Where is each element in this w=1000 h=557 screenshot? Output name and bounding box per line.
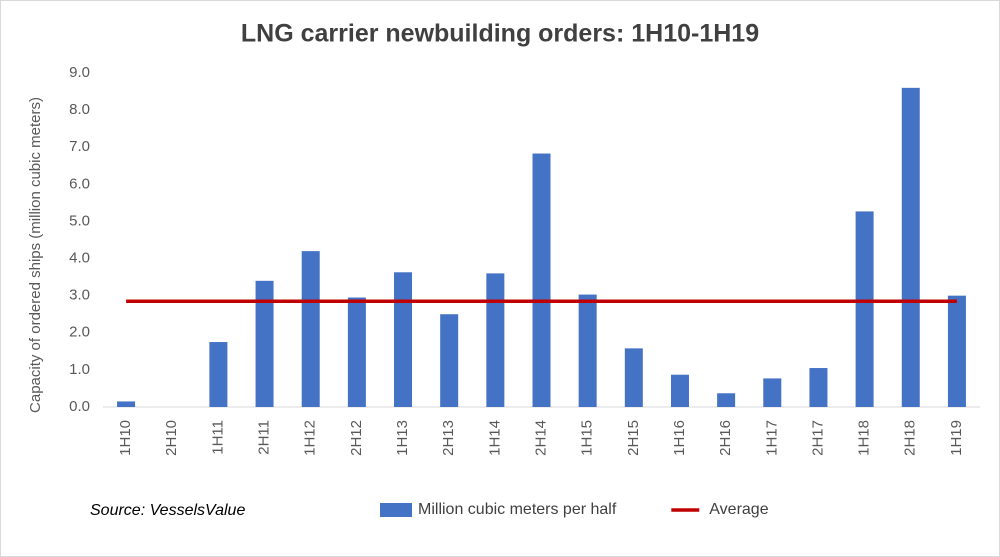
chart-title: LNG carrier newbuilding orders: 1H10-1H1…	[241, 20, 759, 48]
x-tick-label: 1H11	[209, 420, 226, 455]
source-note: Source: VesselsValue	[90, 502, 245, 519]
bar	[901, 87, 920, 407]
bar	[578, 294, 597, 407]
y-tick-label: 1.0	[69, 361, 90, 378]
bar	[947, 295, 966, 407]
x-tick-label: 2H10	[163, 420, 180, 456]
x-tick-label: 1H16	[671, 420, 688, 456]
bar	[347, 297, 366, 407]
bar	[255, 280, 274, 407]
y-tick-label: 7.0	[69, 138, 90, 155]
y-tick-label: 0.0	[69, 398, 90, 415]
x-tick-label: 1H18	[856, 420, 873, 456]
x-tick-label: 1H14	[486, 420, 503, 456]
x-tick-label: 2H15	[625, 420, 642, 456]
x-tick-label: 1H19	[948, 420, 965, 456]
x-tick-label: 2H17	[809, 420, 826, 456]
bar	[855, 211, 874, 407]
x-tick-label: 1H15	[579, 420, 596, 456]
bar	[763, 378, 782, 407]
bar	[717, 393, 736, 407]
bar	[809, 368, 828, 407]
x-tick-label: 1H13	[394, 420, 411, 456]
legend-swatch	[380, 503, 412, 517]
x-tick-label: 1H12	[302, 420, 319, 456]
legend-label: Average	[709, 501, 768, 518]
y-tick-label: 2.0	[69, 324, 90, 341]
y-tick-label: 5.0	[69, 212, 90, 229]
bar	[117, 401, 136, 407]
y-axis-label: Capacity of ordered ships (million cubic…	[27, 97, 44, 413]
y-tick-label: 9.0	[69, 64, 90, 81]
y-tick-label: 6.0	[69, 175, 90, 192]
bar	[624, 348, 643, 407]
bar	[394, 272, 413, 407]
y-tick-label: 3.0	[69, 287, 90, 304]
x-tick-label: 2H14	[532, 420, 549, 456]
bar	[532, 153, 551, 407]
x-tick-label: 1H17	[763, 420, 780, 456]
x-tick-label: 1H10	[117, 420, 134, 456]
y-tick-label: 8.0	[69, 101, 90, 118]
bar	[486, 273, 505, 407]
y-tick-label: 4.0	[69, 250, 90, 267]
bar	[440, 314, 459, 407]
x-tick-label: 2H12	[348, 420, 365, 456]
bar	[301, 251, 320, 407]
x-tick-label: 2H16	[717, 420, 734, 456]
x-tick-label: 2H11	[256, 420, 273, 455]
bar	[670, 374, 689, 407]
x-tick-label: 2H18	[902, 420, 919, 456]
bar	[209, 342, 228, 407]
x-tick-label: 2H13	[440, 420, 457, 456]
legend-label: Million cubic meters per half	[418, 501, 617, 518]
